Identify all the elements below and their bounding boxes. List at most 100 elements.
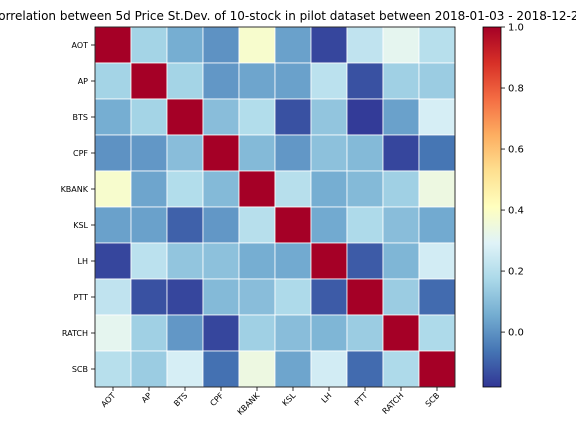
x-tick-label: LH — [320, 391, 334, 405]
x-tick-label: AOT — [99, 391, 117, 409]
heatmap-cell — [418, 62, 456, 100]
heatmap-cell — [274, 350, 312, 388]
heatmap-cell — [202, 62, 240, 100]
y-tick-label: AOT — [71, 41, 88, 50]
heatmap-cell — [202, 242, 240, 280]
y-tick-label: LH — [78, 257, 88, 266]
heatmap-cell — [94, 314, 132, 352]
heatmap-cell — [274, 278, 312, 316]
heatmap-cell — [418, 350, 456, 388]
heatmap-cell — [346, 206, 384, 244]
colorbar-tick-label: 0.4 — [508, 206, 524, 217]
y-tick-label: RATCH — [62, 329, 88, 338]
heatmap-cell — [238, 278, 276, 316]
heatmap-cell — [418, 242, 456, 280]
heatmap-cell — [274, 98, 312, 136]
heatmap-cell — [238, 314, 276, 352]
heatmap-cell — [310, 350, 348, 388]
heatmap-cell — [346, 98, 384, 136]
heatmap-cell — [166, 314, 204, 352]
colorbar-axis: 0.0 0.2 0.4 0.6 0.8 1.0 — [501, 23, 524, 339]
heatmap-cell — [94, 62, 132, 100]
y-axis: AOT AP BTS CPF KBANK KSL LH PTT RATCH SCB — [61, 41, 95, 374]
heatmap-cell — [238, 62, 276, 100]
heatmap-cell — [310, 62, 348, 100]
heatmap-cell — [166, 26, 204, 64]
y-tick-label: SCB — [72, 365, 88, 374]
heatmap-cell — [166, 98, 204, 136]
colorbar-tick-label: 1.0 — [508, 23, 524, 34]
heatmap-cell — [382, 206, 420, 244]
colorbar — [482, 26, 502, 388]
heatmap-cell — [238, 242, 276, 280]
heatmap-cell — [346, 134, 384, 172]
heatmap-cell — [130, 314, 168, 352]
heatmap-cell — [382, 26, 420, 64]
heatmap-cell — [310, 314, 348, 352]
heatmap-cell — [238, 350, 276, 388]
heatmap-cell — [94, 26, 132, 64]
heatmap-cell — [418, 278, 456, 316]
x-tick-label: CPF — [208, 391, 225, 408]
heatmap-cell — [346, 170, 384, 208]
heatmap-cell — [238, 170, 276, 208]
heatmap-cell — [274, 314, 312, 352]
chart-title: Correlation between 5d Price St.Dev. of … — [0, 9, 576, 23]
heatmap-cell — [166, 350, 204, 388]
heatmap-cell — [274, 206, 312, 244]
heatmap-cell — [130, 206, 168, 244]
heatmap-cell — [94, 170, 132, 208]
heatmap-cell — [382, 98, 420, 136]
x-tick-label: BTS — [172, 391, 189, 408]
heatmap-cell — [382, 62, 420, 100]
heatmap-cell — [274, 62, 312, 100]
heatmap-cell — [418, 98, 456, 136]
heatmap-cell — [94, 350, 132, 388]
heatmap-cell — [130, 98, 168, 136]
heatmap-cell — [130, 170, 168, 208]
heatmap-cell — [202, 206, 240, 244]
heatmap-cell — [166, 206, 204, 244]
heatmap-cell — [166, 278, 204, 316]
heatmap-cell — [310, 134, 348, 172]
heatmap-cell — [130, 242, 168, 280]
heatmap-cell — [130, 350, 168, 388]
heatmap-cell — [310, 170, 348, 208]
x-axis: AOT AP BTS CPF KBANK KSL LH PTT RATCH SCB — [99, 387, 441, 417]
heatmap-cell — [94, 134, 132, 172]
y-tick-label: CPF — [73, 149, 88, 158]
heatmap-cell — [166, 170, 204, 208]
heatmap-cell — [418, 134, 456, 172]
heatmap-cell — [130, 62, 168, 100]
heatmap-cell — [274, 170, 312, 208]
heatmap-cell — [202, 170, 240, 208]
heatmap-cell — [418, 26, 456, 64]
heatmap-cell — [202, 278, 240, 316]
heatmap-cell — [418, 206, 456, 244]
heatmap-cell — [310, 98, 348, 136]
heatmap-cell — [382, 170, 420, 208]
y-tick-label: KBANK — [61, 185, 89, 194]
heatmap-cell — [274, 134, 312, 172]
heatmap-cell — [166, 242, 204, 280]
heatmap-cell — [94, 206, 132, 244]
heatmap-cell — [130, 134, 168, 172]
heatmap-cell — [94, 242, 132, 280]
heatmap-cell — [238, 206, 276, 244]
heatmap-cell — [130, 278, 168, 316]
x-tick-label: PTT — [353, 391, 370, 408]
heatmap-cell — [202, 134, 240, 172]
heatmap-cell — [202, 314, 240, 352]
plot-frame — [94, 26, 456, 388]
heatmap-cell — [238, 26, 276, 64]
colorbar-tick-label: 0.6 — [508, 145, 524, 156]
x-tick-label: AP — [140, 391, 154, 405]
heatmap-cell — [346, 314, 384, 352]
heatmap-cell — [310, 206, 348, 244]
heatmap-cell — [202, 26, 240, 64]
heatmap-cell — [418, 170, 456, 208]
heatmap-cell — [382, 242, 420, 280]
colorbar-tick-label: 0.0 — [508, 328, 524, 339]
heatmap-cell — [418, 314, 456, 352]
